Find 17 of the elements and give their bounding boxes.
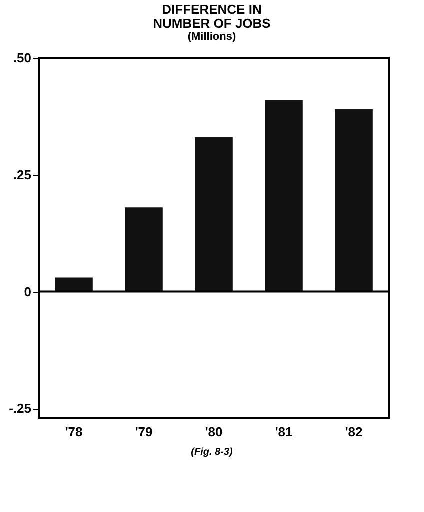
y-tick-label: -.25 — [9, 401, 32, 416]
y-tick-label: .25 — [13, 167, 32, 182]
x-tick-label: '81 — [275, 424, 293, 440]
bar — [265, 100, 303, 292]
x-tick-label: '78 — [65, 424, 83, 440]
bar — [125, 208, 163, 292]
chart-subtitle: (Millions) — [186, 31, 238, 44]
bar — [55, 278, 93, 292]
x-tick-label: '79 — [135, 424, 153, 440]
y-tick-label: 0 — [24, 284, 32, 300]
x-tick-label: '82 — [345, 424, 363, 440]
x-tick-label: '80 — [205, 424, 223, 440]
chart-title: DIFFERENCE IN NUMBER OF JOBS — [152, 2, 272, 31]
y-tick-label: .50 — [13, 50, 32, 66]
bar — [195, 137, 233, 292]
bar — [335, 109, 373, 292]
text: (Fig. 8-3) — [190, 447, 234, 458]
